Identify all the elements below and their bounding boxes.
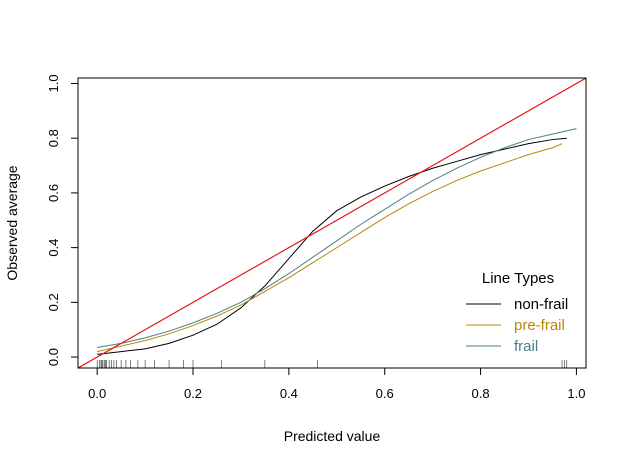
legend-label-frail: frail [514, 338, 538, 355]
y-tick-label: 0.4 [46, 239, 61, 257]
y-axis-title: Observed average [4, 165, 20, 280]
y-tick-label: 1.0 [46, 74, 61, 92]
legend: Line Types non-frail pre-frail frail [466, 270, 568, 355]
legend-label-pre-frail: pre-frail [514, 317, 565, 334]
ideal-calibration-line [78, 78, 586, 368]
legend-title: Line Types [482, 270, 554, 287]
x-axis-title: Predicted value [284, 428, 381, 444]
y-axis: 0.0 0.2 0.4 0.6 0.8 1.0 [46, 74, 79, 366]
y-tick-label: 0.2 [46, 293, 61, 311]
x-tick-label: 0.6 [376, 386, 394, 401]
series-line-pre-frail [97, 143, 563, 353]
y-tick-label: 0.8 [46, 129, 61, 147]
y-tick-label: 0.6 [46, 184, 61, 202]
x-tick-label: 0.2 [184, 386, 202, 401]
x-tick-label: 0.8 [472, 386, 490, 401]
x-axis: 0.0 0.2 0.4 0.6 0.8 1.0 [88, 367, 585, 401]
series-line-non-frail [97, 137, 567, 355]
y-tick-label: 0.0 [46, 348, 61, 366]
x-tick-label: 1.0 [567, 386, 585, 401]
series-line-frail [97, 128, 577, 348]
plot-area [78, 78, 586, 368]
x-tick-label: 0.4 [280, 386, 298, 401]
x-tick-label: 0.0 [88, 386, 106, 401]
legend-label-non-frail: non-frail [514, 296, 568, 313]
